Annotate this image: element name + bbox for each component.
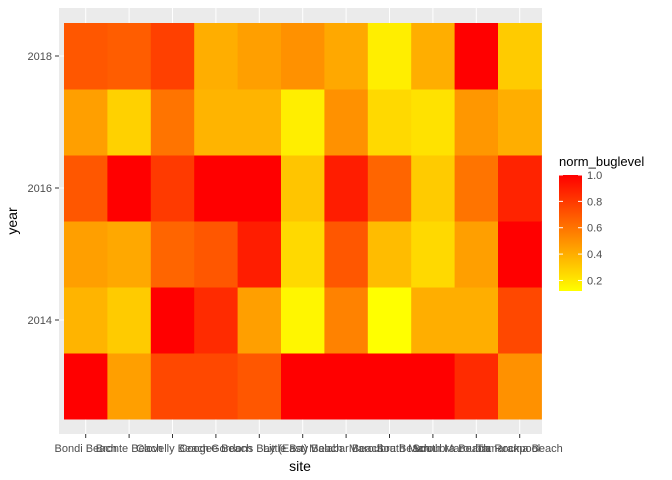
x-tick-label: South Maroubra Rockpool — [412, 443, 540, 455]
heatmap-cell — [411, 89, 456, 156]
heatmap-cell — [64, 89, 108, 156]
heatmap-cell — [367, 353, 412, 420]
heatmap-cell — [411, 23, 456, 90]
heatmap-cell — [281, 353, 325, 420]
heatmap-cell — [64, 353, 108, 420]
heatmap-cell — [281, 221, 325, 288]
heatmap-cell — [64, 287, 108, 354]
heatmap-cell — [411, 155, 456, 222]
x-tick-label: Gordons Bay (East) — [211, 443, 308, 455]
heatmap-cell — [194, 23, 239, 90]
heatmap-cell — [107, 221, 152, 288]
x-tick-label: Tamarama Beach — [477, 443, 563, 455]
heatmap-cells — [64, 23, 542, 420]
heatmap-cell — [150, 89, 195, 156]
heatmap-cell — [107, 155, 152, 222]
legend-tick-label: 1.0 — [587, 170, 602, 182]
heatmap-cell — [411, 353, 456, 420]
heatmap-cell — [281, 155, 325, 222]
heatmap-cell — [194, 155, 239, 222]
x-tick-label: Bronte Beach — [96, 443, 163, 455]
heatmap-cell — [411, 287, 456, 354]
y-tick-label: 2016 — [28, 183, 52, 195]
heatmap-cell — [498, 221, 542, 288]
x-tick-label: Little Bay Beach — [263, 443, 343, 455]
heatmap-cell — [281, 23, 325, 90]
legend-ticks: 1.0 0.8 0.6 0.4 0.2 — [559, 170, 602, 287]
heatmap-cell — [367, 155, 412, 222]
heatmap-cell — [498, 353, 542, 420]
heatmap-cell — [324, 353, 369, 420]
heatmap-cell — [281, 89, 325, 156]
heatmap-cell — [150, 23, 195, 90]
heatmap-cell — [107, 353, 152, 420]
heatmap-cell — [237, 155, 282, 222]
heatmap-cell — [367, 89, 412, 156]
heatmap-cell — [107, 89, 152, 156]
heatmap-cell — [107, 287, 152, 354]
legend-colorbar — [559, 175, 582, 291]
x-tick-label: South Maroubra Beach — [376, 443, 489, 455]
heatmap-cell — [64, 155, 108, 222]
y-axis-title: year — [4, 207, 20, 235]
heatmap-cell — [324, 155, 369, 222]
heatmap-cell — [411, 221, 456, 288]
heatmap-cell — [194, 287, 239, 354]
heatmap-cell — [498, 287, 542, 354]
heatmap-cell — [324, 23, 369, 90]
y-tick-label: 2018 — [28, 51, 52, 63]
heatmap-cell — [150, 155, 195, 222]
heatmap-cell — [324, 89, 369, 156]
legend-tick-label: 0.6 — [587, 223, 602, 235]
legend-tick-label: 0.4 — [587, 249, 602, 261]
heatmap-cell — [237, 287, 282, 354]
heatmap-cell — [454, 89, 499, 156]
heatmap-cell — [64, 23, 108, 90]
heatmap-cell — [64, 221, 108, 288]
x-tick-label: Maroubra Beach — [349, 443, 430, 455]
heatmap-cell — [498, 23, 542, 90]
legend-tick-label: 0.8 — [587, 196, 602, 208]
color-legend: norm_buglevel 1.0 0.8 0.6 0.4 0.2 — [559, 154, 644, 291]
x-axis-title: site — [289, 458, 311, 474]
y-tick-label: 2014 — [28, 315, 52, 327]
heatmap-cell — [237, 221, 282, 288]
heatmap-cell — [237, 89, 282, 156]
y-axis-ticks: 2014 2016 2018 — [28, 51, 59, 327]
heatmap-cell — [454, 353, 499, 420]
heatmap-cell — [454, 155, 499, 222]
x-tick-label: Clovelly Beach — [136, 443, 209, 455]
legend-tick-label: 0.2 — [587, 275, 602, 287]
heatmap-cell — [498, 89, 542, 156]
heatmap-cell — [367, 23, 412, 90]
heatmap-cell — [237, 353, 282, 420]
heatmap-cell — [194, 89, 239, 156]
legend-title: norm_buglevel — [559, 154, 644, 169]
heatmap-cell — [498, 155, 542, 222]
heatmap-cell — [150, 353, 195, 420]
heatmap-cell — [454, 23, 499, 90]
x-tick-label: Bondi Beach — [55, 443, 117, 455]
heatmap-cell — [454, 221, 499, 288]
x-tick-label: Malabar Beach — [309, 443, 383, 455]
heatmap-cell — [237, 23, 282, 90]
heatmap-cell — [367, 221, 412, 288]
heatmap-cell — [150, 287, 195, 354]
heatmap-cell — [194, 353, 239, 420]
heatmap-cell — [150, 221, 195, 288]
heatmap-cell — [454, 287, 499, 354]
x-tick-label: Coogee Beach — [180, 443, 253, 455]
heatmap-cell — [367, 287, 412, 354]
heatmap-cell — [194, 221, 239, 288]
heatmap-cell — [281, 287, 325, 354]
heatmap-cell — [324, 221, 369, 288]
heatmap-cell — [107, 23, 152, 90]
heatmap-cell — [324, 287, 369, 354]
